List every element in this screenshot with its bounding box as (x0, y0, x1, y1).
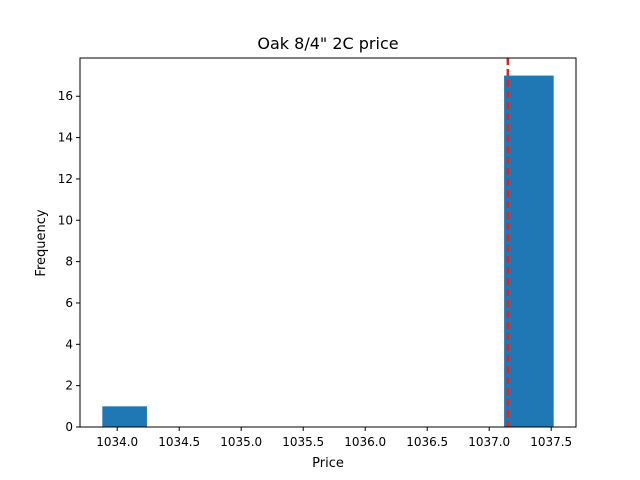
histogram-bar (102, 406, 147, 427)
y-tick-label: 2 (65, 379, 73, 393)
x-tick-label: 1037.0 (468, 435, 510, 449)
axes-frame (79, 57, 577, 428)
y-axis-label: Frequency (34, 209, 49, 276)
y-tick-label: 16 (58, 89, 73, 103)
x-axis-label: Price (312, 456, 344, 471)
plot-area: 1034.0 1034.5 1035.0 1035.5 1036.0 1036.5 1037… (58, 57, 577, 449)
x-tick-label: 1035.0 (220, 435, 262, 449)
histogram-bar (504, 75, 554, 428)
x-tick-label: 1035.5 (282, 435, 324, 449)
y-tick-label: 6 (65, 296, 73, 310)
y-tick-label: 14 (58, 131, 73, 145)
y-tick-label: 12 (58, 172, 73, 186)
y-tick-label: 0 (65, 420, 73, 434)
x-tick-label: 1034.5 (158, 435, 200, 449)
y-tick-label: 8 (65, 255, 73, 269)
y-tick-label: 4 (65, 337, 73, 351)
x-tick-label: 1036.5 (406, 435, 448, 449)
y-tick-label: 10 (58, 213, 73, 227)
chart-title: Oak 8/4" 2C price (257, 34, 398, 53)
x-tick-label: 1034.0 (96, 435, 138, 449)
x-tick-label: 1036.0 (344, 435, 386, 449)
x-tick-label: 1037.5 (530, 435, 572, 449)
